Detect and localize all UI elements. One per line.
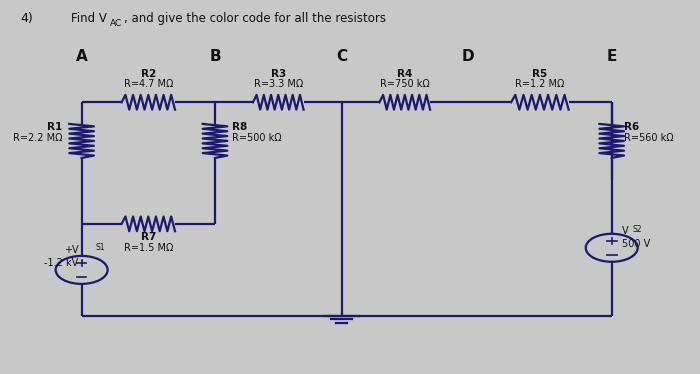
Text: R7: R7 bbox=[141, 232, 156, 242]
Text: B: B bbox=[209, 49, 220, 64]
Text: V: V bbox=[622, 226, 629, 236]
Text: R=4.7 MΩ: R=4.7 MΩ bbox=[124, 79, 173, 89]
Text: R=750 kΩ: R=750 kΩ bbox=[380, 79, 430, 89]
Text: 500 V: 500 V bbox=[622, 239, 650, 249]
Text: E: E bbox=[606, 49, 617, 64]
Text: R6: R6 bbox=[624, 122, 639, 132]
Text: R8: R8 bbox=[232, 122, 247, 132]
Text: R=3.3 MΩ: R=3.3 MΩ bbox=[253, 79, 303, 89]
Text: A: A bbox=[76, 49, 88, 64]
Text: S2: S2 bbox=[632, 225, 642, 234]
Text: R3: R3 bbox=[271, 70, 286, 79]
Text: +V: +V bbox=[64, 245, 78, 255]
Text: R4: R4 bbox=[397, 70, 412, 79]
Text: R=1.5 MΩ: R=1.5 MΩ bbox=[124, 243, 173, 253]
Text: R=500 kΩ: R=500 kΩ bbox=[232, 133, 281, 143]
Text: -1.2 kV: -1.2 kV bbox=[44, 258, 78, 267]
Text: 4): 4) bbox=[20, 12, 33, 25]
Text: R1: R1 bbox=[47, 122, 62, 132]
Text: AC: AC bbox=[111, 19, 122, 28]
Text: D: D bbox=[462, 49, 475, 64]
Text: R5: R5 bbox=[532, 70, 547, 79]
Text: C: C bbox=[336, 49, 347, 64]
Text: Find V: Find V bbox=[71, 12, 107, 25]
Text: R=1.2 MΩ: R=1.2 MΩ bbox=[515, 79, 565, 89]
Text: , and give the color code for all the resistors: , and give the color code for all the re… bbox=[124, 12, 386, 25]
Text: S1: S1 bbox=[95, 243, 105, 252]
Text: R2: R2 bbox=[141, 70, 156, 79]
Text: R=560 kΩ: R=560 kΩ bbox=[624, 133, 673, 143]
Text: R=2.2 MΩ: R=2.2 MΩ bbox=[13, 133, 62, 143]
